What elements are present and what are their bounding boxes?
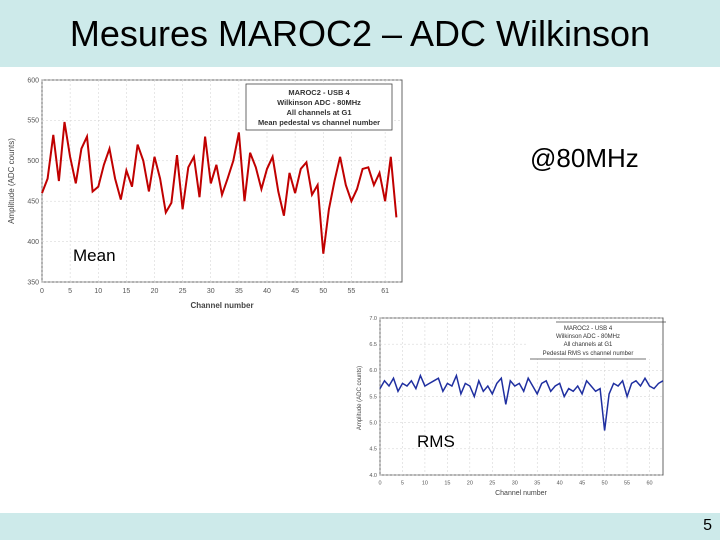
rms-x-tick-label: 55 [624,481,630,487]
slide-title: Mesures MAROC2 – ADC Wilkinson [69,13,651,54]
mean-legend: MAROC2 - USB 4 Wilkinson ADC - 80MHz All… [245,83,393,131]
rms-x-tick-label: 60 [646,481,652,487]
mean-x-tick-label: 40 [263,288,271,295]
mean-x-tick-label: 25 [179,288,187,295]
rms-y-tick-label: 6.0 [369,368,377,374]
mean-legend-line-3: All channels at G1 [286,108,351,117]
mean-x-tick-label: 61 [381,288,389,295]
rms-pedestal-chart: 0 5 10 15 20 25 30 35 40 45 50 55 60 4.0 4.5 5.0 5.5 6.0… [357,316,666,497]
rms-legend-line-2: Wilkinson ADC - 80MHz [556,334,620,340]
mean-y-ticks: 350 400 450 500 550 600 [27,77,39,286]
rms-x-tick-label: 45 [579,481,585,487]
mean-y-tick-label: 600 [27,77,39,84]
rms-grid [379,317,663,476]
rms-y-tick-label: 5.0 [369,421,377,427]
rms-x-ticks: 0 5 10 15 20 25 30 35 40 45 50 55 60 [378,481,652,487]
rms-x-axis-label: Channel number [495,490,547,497]
mean-x-tick-label: 5 [68,288,72,295]
rms-x-tick-label: 15 [444,481,450,487]
mean-y-tick-label: 500 [27,158,39,165]
mean-legend-line-2: Wilkinson ADC - 80MHz [277,98,361,107]
mean-x-tick-label: 20 [151,288,159,295]
mean-x-tick-label: 35 [235,288,243,295]
rms-y-ticks: 4.0 4.5 5.0 5.5 6.0 6.5 7.0 [369,316,377,479]
rms-y-tick-label: 4.0 [369,473,377,479]
title-bar: Mesures MAROC2 – ADC Wilkinson [0,0,720,67]
rms-series-line [379,373,664,431]
mean-y-tick-label: 450 [27,199,39,206]
mean-x-tick-label: 15 [122,288,130,295]
rms-legend-line-4: Pedestal RMS vs channel number [543,351,634,357]
rms-legend-line-3: All channels at G1 [564,342,613,348]
mean-x-tick-label: 0 [40,288,44,295]
rms-x-tick-label: 50 [602,481,608,487]
rms-x-tick-label: 10 [422,481,428,487]
frequency-label: @80MHz [530,143,639,173]
rms-y-tick-label: 5.5 [369,394,377,400]
rms-y-tick-label: 4.5 [369,447,377,453]
mean-x-tick-label: 45 [291,288,299,295]
rms-x-tick-label: 20 [467,481,473,487]
mean-pedestal-chart: 0 5 10 15 20 25 30 35 40 45 50 55 61 350 400 450 500 550… [7,77,403,310]
mean-legend-line-1: MAROC2 - USB 4 [288,88,350,97]
mean-legend-line-4: Mean pedestal vs channel number [258,118,380,127]
mean-x-tick-label: 30 [207,288,215,295]
page-number: 5 [703,517,712,534]
rms-x-tick-label: 35 [534,481,540,487]
rms-legend-line-1: MAROC2 - USB 4 [564,326,613,332]
rms-legend: MAROC2 - USB 4 Wilkinson ADC - 80MHz All… [526,321,666,360]
mean-y-tick-label: 350 [27,279,39,286]
rms-x-tick-label: 25 [489,481,495,487]
rms-label: RMS [417,432,455,451]
rms-y-tick-label: 7.0 [369,316,377,322]
mean-label: Mean [73,246,116,265]
mean-x-axis-label: Channel number [190,301,253,310]
mean-x-tick-label: 10 [94,288,102,295]
rms-x-tick-label: 5 [401,481,404,487]
footer-bar: 5 [0,513,720,540]
mean-y-axis-label: Amplitude (ADC counts) [7,138,16,224]
mean-x-ticks: 0 5 10 15 20 25 30 35 40 45 50 55 61 [40,288,389,295]
rms-y-tick-label: 6.5 [369,342,377,348]
rms-y-axis-label: Amplitude (ADC counts) [357,366,363,430]
rms-x-tick-label: 40 [557,481,563,487]
mean-y-tick-label: 550 [27,118,39,125]
mean-x-tick-label: 50 [319,288,327,295]
rms-x-tick-label: 30 [512,481,518,487]
mean-series-line [41,121,398,254]
mean-y-tick-label: 400 [27,239,39,246]
rms-x-tick-label: 0 [378,481,381,487]
mean-x-tick-label: 55 [347,288,355,295]
